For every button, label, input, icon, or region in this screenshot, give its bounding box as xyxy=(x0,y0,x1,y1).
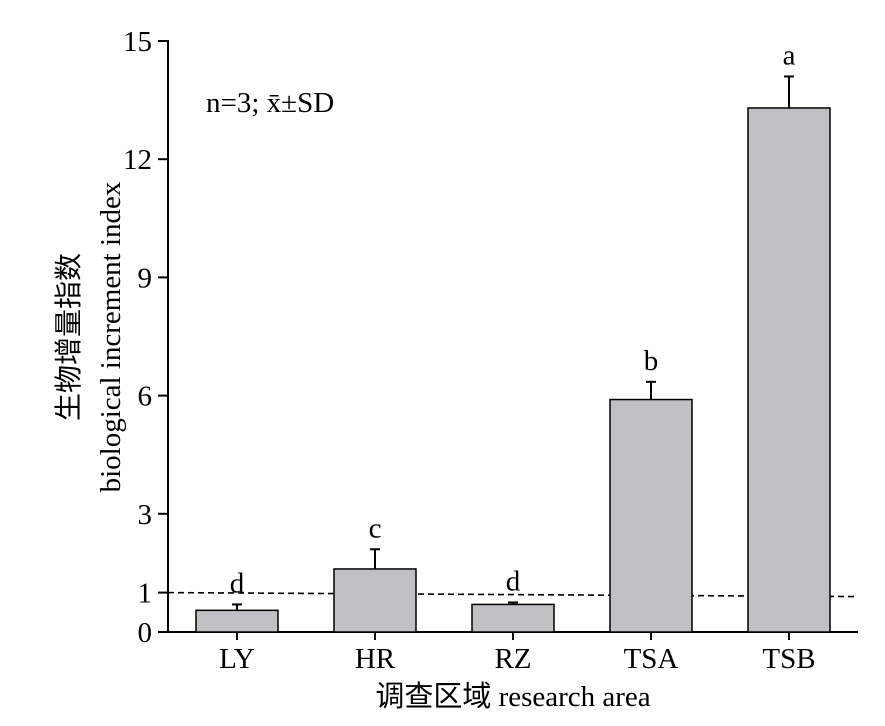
y-tick-label: 6 xyxy=(138,381,153,413)
significance-letter: a xyxy=(783,39,796,71)
x-axis-label: 调查区域 research area xyxy=(375,680,650,713)
y-tick-label: 1 xyxy=(138,578,153,610)
y-tick-label: 9 xyxy=(138,262,153,294)
y-tick-label: 3 xyxy=(138,499,153,531)
x-tick-label: HR xyxy=(355,643,396,675)
x-tick-label: TSA xyxy=(624,643,679,675)
bar-tsb xyxy=(747,107,831,633)
reference-line xyxy=(167,591,859,598)
y-tick-label: 0 xyxy=(138,617,153,649)
bar-rz xyxy=(471,603,555,633)
x-tick-label: TSB xyxy=(762,643,815,675)
significance-letter: d xyxy=(506,565,521,597)
significance-letter: b xyxy=(644,345,659,377)
y-axis-label-cn: 生物增量指数 xyxy=(52,253,85,421)
y-tick-label: 15 xyxy=(123,26,152,58)
x-tick-label: RZ xyxy=(494,643,531,675)
significance-letter: d xyxy=(230,567,245,599)
stats-annotation: n=3; x̄±SD xyxy=(206,87,334,119)
bar-ly xyxy=(195,609,279,633)
significance-letter: c xyxy=(369,512,382,544)
bar-hr xyxy=(333,568,417,633)
x-tick-label: LY xyxy=(219,643,255,675)
y-axis-label-en: biological increment index xyxy=(95,181,127,492)
y-tick-label: 12 xyxy=(123,144,152,176)
bar-tsa xyxy=(609,398,693,633)
